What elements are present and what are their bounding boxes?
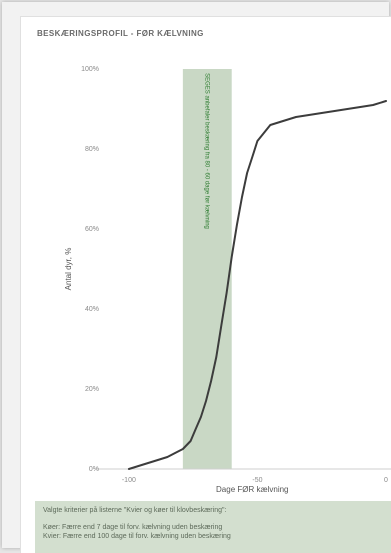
y-axis-label: Antal dyr, % [64, 248, 73, 291]
recommended-window-band [182, 69, 232, 469]
filter-criteria-heifers: Kvier: Færre end 100 dage til forv. kælv… [43, 533, 231, 540]
chart-title: BESKÆRINGSPROFIL - FØR KÆLVNING [37, 29, 204, 38]
y-tick-label: 0% [89, 466, 99, 473]
filter-criteria-cows: Køer: Færre end 7 dage til forv. kælvnin… [43, 524, 223, 531]
trimming-profile-chart: SEGES anbefaler beskæring fra 80 - 60 da… [64, 66, 391, 494]
chart-card: BESKÆRINGSPROFIL - FØR KÆLVNING SEGES an… [20, 16, 391, 553]
cumulative-share-line [127, 100, 387, 470]
y-tick-label: 80% [85, 146, 99, 153]
filter-criteria-heading: Valgte kriterier på listerne "Kvier og k… [43, 507, 227, 514]
y-tick-label: 100% [81, 66, 99, 73]
recommended-window-label: SEGES anbefaler beskæring fra 80 - 60 da… [204, 73, 210, 229]
y-tick-label: 60% [85, 226, 99, 233]
x-axis-label: Dage FØR kælvning [216, 485, 288, 494]
y-tick-label: 20% [85, 386, 99, 393]
x-tick-label: -50 [252, 477, 262, 484]
x-tick-label: -100 [122, 477, 136, 484]
y-tick-label: 40% [85, 306, 99, 313]
x-tick-label: 0 [384, 477, 388, 484]
filter-criteria-panel: Valgte kriterier på listerne "Kvier og k… [35, 501, 391, 553]
